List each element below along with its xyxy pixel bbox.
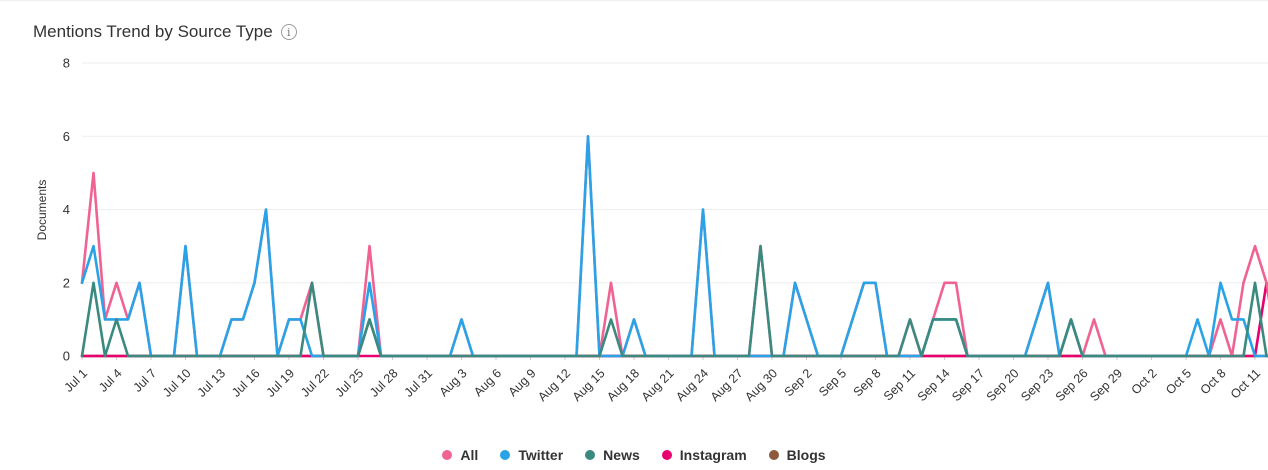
y-tick-label: 6 <box>63 129 70 144</box>
series-line-news <box>80 244 1268 358</box>
series-line-twitter <box>80 135 1268 358</box>
x-tick-label: Sep 29 <box>1087 366 1125 404</box>
x-tick-label: Sep 20 <box>984 366 1022 404</box>
y-axis-label: Documents <box>35 180 49 241</box>
x-tick-label: Jul 19 <box>264 366 298 400</box>
legend-label: News <box>603 447 640 463</box>
legend-item-all[interactable]: All <box>442 447 478 463</box>
x-tick-label: Sep 23 <box>1018 366 1056 404</box>
x-tick-label: Jul 1 <box>62 366 91 395</box>
legend-item-news[interactable]: News <box>585 447 640 463</box>
x-tick-label: Jul 13 <box>195 366 229 400</box>
x-tick-label: Oct 8 <box>1198 366 1229 397</box>
x-tick-label: Jul 4 <box>96 366 125 395</box>
legend-label: All <box>460 447 479 463</box>
x-tick-label: Jul 31 <box>402 366 436 400</box>
x-tick-label: Jul 10 <box>160 366 194 400</box>
x-tick-label: Aug 18 <box>604 366 642 404</box>
x-tick-label: Sep 26 <box>1053 366 1091 404</box>
x-tick-label: Jul 7 <box>131 366 160 395</box>
x-tick-label: Sep 17 <box>949 366 987 404</box>
legend-label: Blogs <box>786 447 826 463</box>
x-tick-label: Jul 16 <box>229 366 263 400</box>
chart-legend: All Twitter News Instagram Blogs <box>0 447 1268 463</box>
x-tick-label: Aug 3 <box>437 366 470 399</box>
x-tick-label: Sep 5 <box>816 366 849 399</box>
y-tick-label: 0 <box>63 349 70 364</box>
x-tick-label: Aug 12 <box>535 366 573 404</box>
y-tick-label: 2 <box>63 275 70 290</box>
info-icon[interactable]: i <box>280 24 297 40</box>
series-line-blogs <box>80 318 1268 358</box>
legend-dot-icon <box>442 450 453 460</box>
legend-item-twitter[interactable]: Twitter <box>500 447 563 463</box>
legend-dot-icon <box>500 450 511 460</box>
legend-dot-icon <box>661 450 672 460</box>
x-tick-label: Jul 25 <box>333 366 367 400</box>
x-tick-label: Aug 6 <box>471 366 504 399</box>
x-tick-label: Sep 11 <box>881 366 918 403</box>
x-tick-label: Aug 24 <box>673 366 711 404</box>
legend-label: Instagram <box>679 447 747 463</box>
legend-dot-icon <box>768 450 779 460</box>
x-tick-label: Jul 28 <box>367 366 401 400</box>
x-tick-label: Oct 11 <box>1228 366 1263 401</box>
x-tick-label: Aug 21 <box>639 366 677 404</box>
y-tick-label: 8 <box>63 56 70 71</box>
x-tick-label: Aug 15 <box>570 366 608 404</box>
x-tick-label: Sep 8 <box>851 366 884 399</box>
x-tick-label: Aug 30 <box>742 366 780 404</box>
x-tick-label: Sep 2 <box>782 366 815 399</box>
legend-label: Twitter <box>518 447 564 463</box>
legend-item-instagram[interactable]: Instagram <box>661 447 747 463</box>
x-tick-label: Sep 14 <box>915 366 953 404</box>
chart-header: Mentions Trend by Source Type i <box>33 22 297 42</box>
y-tick-label: 4 <box>63 202 70 217</box>
x-tick-label: Oct 5 <box>1163 366 1194 397</box>
x-tick-label: Oct 2 <box>1129 366 1160 397</box>
x-tick-label: Aug 9 <box>506 366 539 399</box>
legend-dot-icon <box>585 450 596 460</box>
x-tick-label: Jul 22 <box>298 366 332 400</box>
top-divider <box>0 0 1268 1</box>
legend-item-blogs[interactable]: Blogs <box>768 447 826 463</box>
x-tick-label: Aug 27 <box>708 366 746 404</box>
series-line-instagram <box>80 281 1268 358</box>
chart-title: Mentions Trend by Source Type <box>33 22 273 41</box>
